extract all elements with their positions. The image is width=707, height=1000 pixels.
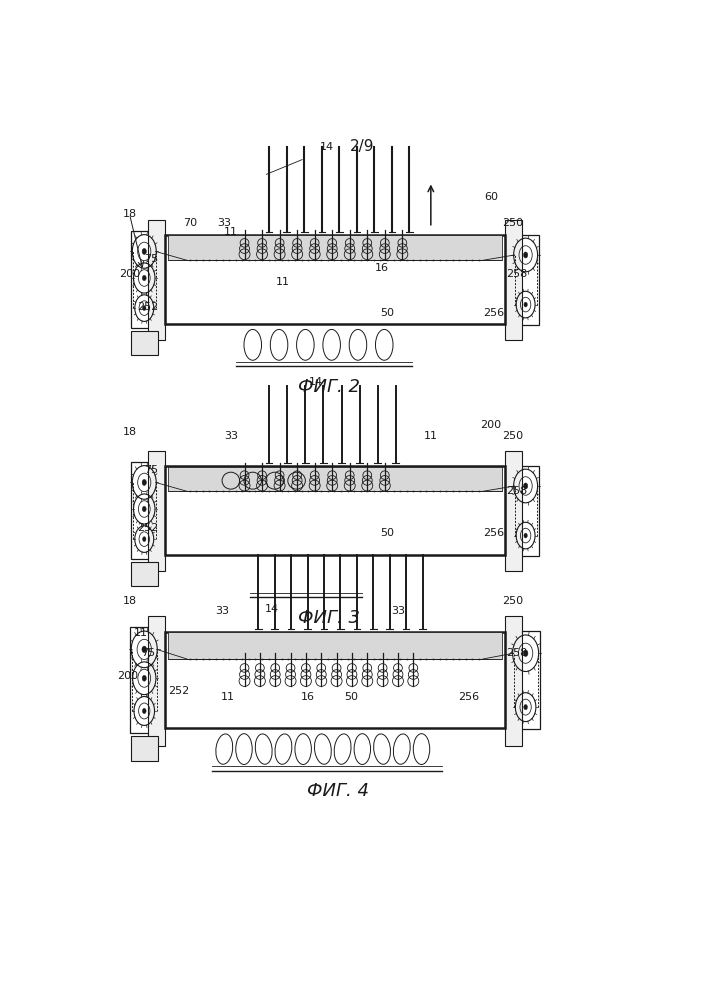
Bar [148, 220, 165, 340]
Circle shape [524, 533, 527, 538]
Text: 14: 14 [265, 604, 279, 614]
Text: 50: 50 [344, 692, 358, 702]
Circle shape [523, 252, 527, 258]
Circle shape [142, 479, 146, 485]
Text: 250: 250 [503, 218, 524, 228]
Text: 75: 75 [144, 465, 158, 475]
Text: 33: 33 [224, 431, 238, 441]
Text: 200: 200 [117, 671, 139, 681]
Bar [131, 231, 158, 328]
Text: 11: 11 [276, 277, 290, 287]
Text: 252: 252 [168, 686, 189, 696]
Bar [505, 616, 522, 746]
Bar [131, 562, 158, 586]
Text: 33: 33 [217, 218, 231, 228]
Text: 256: 256 [484, 308, 504, 318]
Circle shape [143, 537, 146, 542]
Text: 33: 33 [391, 606, 405, 616]
Circle shape [142, 248, 146, 254]
Bar [131, 736, 158, 761]
Text: 14: 14 [320, 142, 334, 152]
Text: 18: 18 [122, 427, 136, 437]
Text: 70: 70 [182, 218, 197, 228]
Text: 50: 50 [380, 308, 394, 318]
Bar [131, 331, 158, 355]
Circle shape [142, 646, 146, 653]
Text: 252: 252 [137, 302, 158, 312]
Bar [168, 466, 502, 491]
Text: 256: 256 [459, 692, 480, 702]
Text: 200: 200 [481, 420, 502, 430]
Bar [168, 235, 502, 260]
Text: 258: 258 [506, 486, 527, 496]
Text: 11: 11 [224, 227, 238, 237]
Text: 256: 256 [484, 528, 504, 538]
Text: 200: 200 [119, 269, 140, 279]
Text: ФИГ. 2: ФИГ. 2 [298, 378, 361, 396]
Text: 252: 252 [137, 523, 158, 533]
Bar [130, 627, 158, 733]
Text: ФИГ. 3: ФИГ. 3 [298, 609, 361, 627]
Bar [131, 462, 158, 559]
Bar [165, 632, 505, 728]
Bar [148, 616, 165, 746]
Bar [165, 466, 505, 555]
Circle shape [142, 506, 146, 512]
Text: 258: 258 [506, 269, 527, 279]
Text: 50: 50 [380, 528, 394, 538]
Circle shape [524, 705, 527, 710]
Bar [168, 632, 502, 659]
Text: 33: 33 [216, 606, 230, 616]
Text: 2/9: 2/9 [350, 139, 375, 154]
Text: 16: 16 [375, 263, 389, 273]
Bar [513, 235, 539, 325]
Text: 11: 11 [134, 628, 148, 638]
Text: 11: 11 [221, 692, 235, 702]
Text: 16: 16 [300, 692, 315, 702]
Text: 14: 14 [309, 377, 323, 387]
Bar [148, 451, 165, 571]
Bar [165, 235, 505, 324]
Circle shape [142, 708, 146, 714]
Text: 75: 75 [141, 648, 156, 658]
Text: 18: 18 [122, 209, 136, 219]
Text: 250: 250 [503, 596, 524, 606]
Circle shape [143, 306, 146, 311]
Bar [511, 631, 540, 729]
Text: ФИГ. 4: ФИГ. 4 [307, 782, 368, 800]
Circle shape [142, 275, 146, 281]
Circle shape [523, 483, 527, 489]
Text: 60: 60 [484, 192, 498, 202]
Text: 75: 75 [144, 254, 158, 264]
Text: 18: 18 [122, 596, 136, 606]
Bar [505, 220, 522, 340]
Text: 11: 11 [423, 431, 438, 441]
Text: 258: 258 [506, 648, 527, 658]
Circle shape [142, 675, 146, 681]
Bar [505, 451, 522, 571]
Circle shape [524, 302, 527, 307]
Bar [513, 466, 539, 556]
Text: 250: 250 [503, 431, 524, 441]
Circle shape [523, 650, 528, 657]
